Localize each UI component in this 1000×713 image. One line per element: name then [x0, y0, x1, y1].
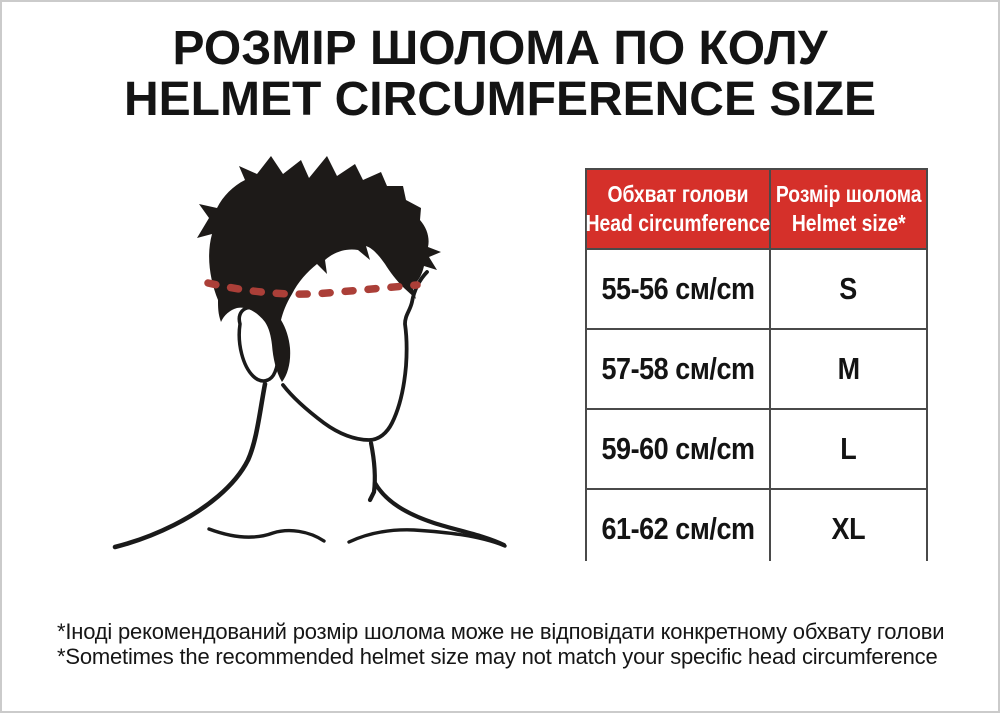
helmet-size-table: Обхват голови Head circumference Розмір …: [585, 168, 928, 567]
table-header-size: Розмір шолома Helmet size*: [771, 170, 926, 248]
left-collarbone-line: [207, 527, 326, 543]
table-row-3-size: XL: [771, 490, 926, 567]
circumference-value: 59-60 см/cm: [601, 431, 755, 466]
header-circumference-en: Head circumference: [585, 210, 771, 236]
head-circumference-dashed-line: [204, 279, 421, 298]
footnote-en: *Sometimes the recommended helmet size m…: [57, 644, 938, 669]
table-row-0-size: S: [771, 250, 926, 328]
circumference-value: 55-56 см/cm: [601, 271, 755, 306]
table-row-0-circumference: 55-56 см/cm: [587, 250, 769, 328]
right-shoulder-line: [372, 480, 507, 548]
right-collarbone-line: [347, 528, 507, 548]
page-title: РОЗМІР ШОЛОМА ПО КОЛУ HELMET CIRCUMFEREN…: [2, 23, 998, 125]
header-circumference-uk: Обхват голови: [607, 181, 749, 207]
face-contour-line: [281, 270, 429, 442]
left-neck-shoulder-line: [112, 381, 268, 550]
table-row-1-size: M: [771, 330, 926, 408]
footnotes: *Іноді рекомендований розмір шолома може…: [57, 619, 977, 669]
circumference-value: 61-62 см/cm: [601, 510, 755, 546]
page-title-en: HELMET CIRCUMFERENCE SIZE: [123, 73, 876, 126]
table-header-circumference: Обхват голови Head circumference: [585, 170, 771, 248]
right-neck-line: [367, 440, 377, 503]
table-row-3-circumference: 61-62 см/cm: [587, 490, 769, 567]
table-row-2-size: L: [771, 410, 926, 488]
head-rear-view-illustration: [112, 156, 507, 550]
circumference-value: 57-58 см/cm: [601, 351, 755, 386]
page-title-uk: РОЗМІР ШОЛОМА ПО КОЛУ: [172, 22, 828, 75]
size-value: S: [839, 271, 858, 306]
size-value: L: [840, 431, 857, 466]
table-row-1-circumference: 57-58 см/cm: [587, 330, 769, 408]
size-value: XL: [831, 510, 866, 546]
hair-silhouette: [197, 156, 441, 382]
table-row-2-circumference: 59-60 см/cm: [587, 410, 769, 488]
header-size-en: Helmet size*: [791, 210, 906, 236]
size-value: M: [837, 351, 860, 386]
header-size-uk: Розмір шолома: [775, 181, 922, 207]
footnote-uk: *Іноді рекомендований розмір шолома може…: [57, 619, 945, 644]
